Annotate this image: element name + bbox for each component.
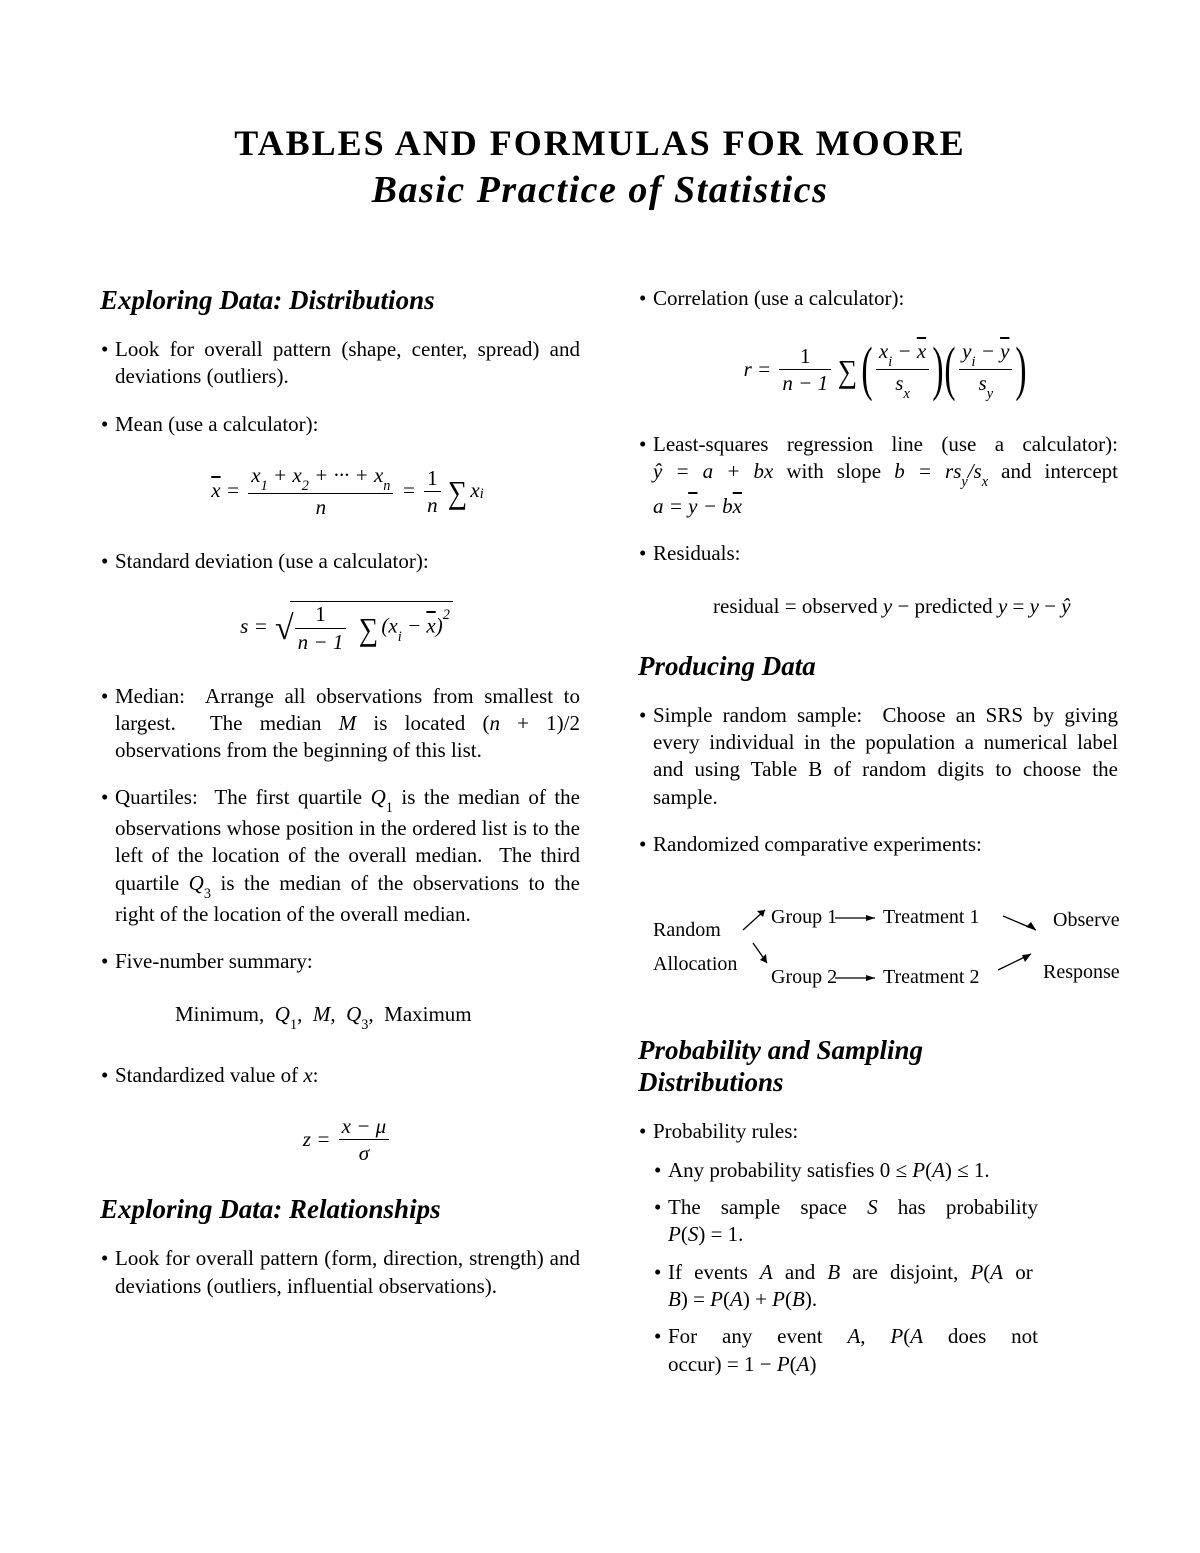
svg-text:Observe: Observe — [1053, 909, 1120, 931]
svg-text:Response: Response — [1043, 961, 1120, 983]
svg-text:Allocation: Allocation — [653, 953, 737, 975]
svg-text:Treatment 1: Treatment 1 — [883, 906, 979, 928]
svg-text:Random: Random — [653, 919, 721, 941]
svg-text:Group 2: Group 2 — [771, 966, 837, 988]
svg-text:Treatment 2: Treatment 2 — [883, 966, 979, 988]
svg-text:Group 1: Group 1 — [771, 906, 837, 928]
